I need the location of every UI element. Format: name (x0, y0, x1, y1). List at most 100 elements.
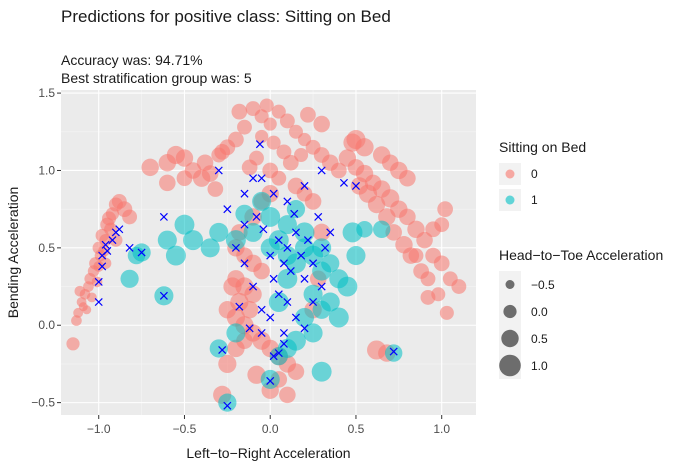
misclassified-cross (279, 339, 288, 348)
data-point-class-1 (312, 238, 332, 258)
misclassified-cross (326, 228, 335, 237)
misclassified-cross (235, 302, 244, 311)
data-point-class-0 (104, 222, 118, 236)
data-point-class-1 (252, 191, 272, 211)
misclassified-cross (274, 349, 283, 358)
data-point-class-1 (260, 369, 280, 389)
y-axis-title: Bending Acceleration (5, 187, 21, 319)
misclassified-cross (159, 291, 168, 300)
misclassified-cross (321, 243, 330, 252)
data-point-class-0 (109, 233, 123, 247)
size-legend: Head−to−Toe Acceleration −0.5 0.0 0.5 1.0 (499, 247, 663, 379)
data-point-class-1 (226, 323, 246, 343)
data-point-class-0 (159, 174, 176, 192)
misclassified-cross (279, 259, 288, 268)
misclassified-cross (257, 174, 266, 183)
data-point-class-0 (300, 106, 316, 123)
misclassified-cross (231, 243, 240, 252)
size-legend-label: 1.0 (531, 359, 548, 373)
misclassified-cross (125, 243, 134, 252)
data-points (66, 98, 467, 412)
data-point-class-1 (165, 245, 186, 266)
data-point-class-0 (253, 262, 270, 280)
data-point-class-0 (71, 315, 82, 326)
data-point-class-0 (408, 248, 424, 264)
misclassified-cross (291, 228, 300, 237)
data-point-class-1 (328, 307, 349, 328)
misclassified-cross (98, 262, 107, 271)
data-point-class-0 (439, 305, 454, 320)
misclassified-cross (283, 197, 292, 206)
data-point-class-1 (209, 339, 228, 358)
data-point-class-0 (214, 144, 231, 160)
data-point-class-1 (157, 230, 177, 250)
y-axis-ticks: −0.5 0.0 0.5 1.0 1.5 (31, 86, 61, 410)
x-axis-ticks: −1.0 −0.5 0.0 0.5 1.0 (87, 415, 450, 436)
data-point-class-0 (218, 301, 237, 319)
size-legend-swatch (503, 304, 517, 319)
data-point-class-0 (237, 119, 252, 135)
misclassified-cross (214, 166, 223, 175)
misclassified-cross (159, 212, 168, 221)
misclassified-cross (279, 328, 288, 338)
data-point-class-1 (127, 246, 146, 265)
data-point-class-1 (285, 253, 306, 274)
data-point-class-0 (176, 170, 193, 187)
data-point-class-0 (91, 276, 103, 288)
misclassified-cross (286, 267, 295, 276)
data-point-class-0 (437, 201, 453, 218)
data-point-class-1 (294, 307, 315, 328)
data-point-class-1 (183, 230, 204, 251)
misclassified-cross (218, 345, 227, 355)
misclassified-cross (283, 243, 292, 252)
data-point-class-0 (304, 193, 322, 210)
data-point-class-0 (399, 208, 416, 226)
y-tick-label: 1.0 (38, 163, 55, 177)
data-point-class-1 (372, 220, 391, 238)
data-point-class-0 (259, 98, 274, 113)
misclassified-cross (255, 140, 264, 149)
data-point-class-0 (279, 386, 296, 404)
misclassified-markers (94, 140, 398, 410)
misclassified-cross (94, 297, 103, 307)
y-tick-label: 0.5 (38, 241, 55, 255)
data-point-class-0 (122, 209, 138, 225)
misclassified-cross (240, 189, 249, 198)
data-point-class-0 (399, 169, 416, 187)
data-point-class-0 (218, 354, 237, 374)
misclassified-cross (351, 181, 360, 190)
misclassified-cross (257, 305, 266, 314)
data-point-class-0 (294, 147, 309, 163)
misclassified-cross (283, 297, 292, 307)
misclassified-cross (266, 251, 275, 260)
data-point-class-1 (311, 361, 332, 382)
data-point-class-0 (451, 279, 467, 294)
data-point-class-1 (320, 292, 340, 312)
misclassified-cross (223, 401, 232, 410)
x-tick-label: −0.5 (173, 422, 197, 436)
misclassified-cross (300, 181, 309, 190)
misclassified-cross (309, 259, 318, 268)
misclassified-cross (300, 324, 309, 333)
data-point-class-0 (413, 263, 429, 279)
data-point-class-0 (395, 236, 413, 254)
data-point-class-0 (82, 305, 92, 315)
misclassified-cross (223, 205, 232, 214)
misclassified-cross (290, 209, 299, 218)
data-point-class-0 (420, 289, 436, 305)
misclassified-cross (249, 282, 258, 291)
misclassified-cross (269, 274, 278, 283)
color-legend-swatch (505, 195, 515, 205)
data-point-class-1 (294, 222, 315, 243)
data-point-class-0 (86, 292, 97, 303)
x-tick-label: 0.0 (262, 422, 279, 436)
data-point-class-0 (66, 337, 80, 351)
data-point-class-0 (433, 255, 450, 272)
data-point-class-0 (279, 113, 295, 129)
size-legend-label: −0.5 (531, 278, 555, 292)
misclassified-cross (266, 313, 275, 322)
data-point-class-0 (271, 104, 286, 119)
misclassified-cross (98, 251, 107, 260)
data-point-class-1 (356, 221, 373, 238)
y-tick-label: −0.5 (31, 396, 55, 410)
